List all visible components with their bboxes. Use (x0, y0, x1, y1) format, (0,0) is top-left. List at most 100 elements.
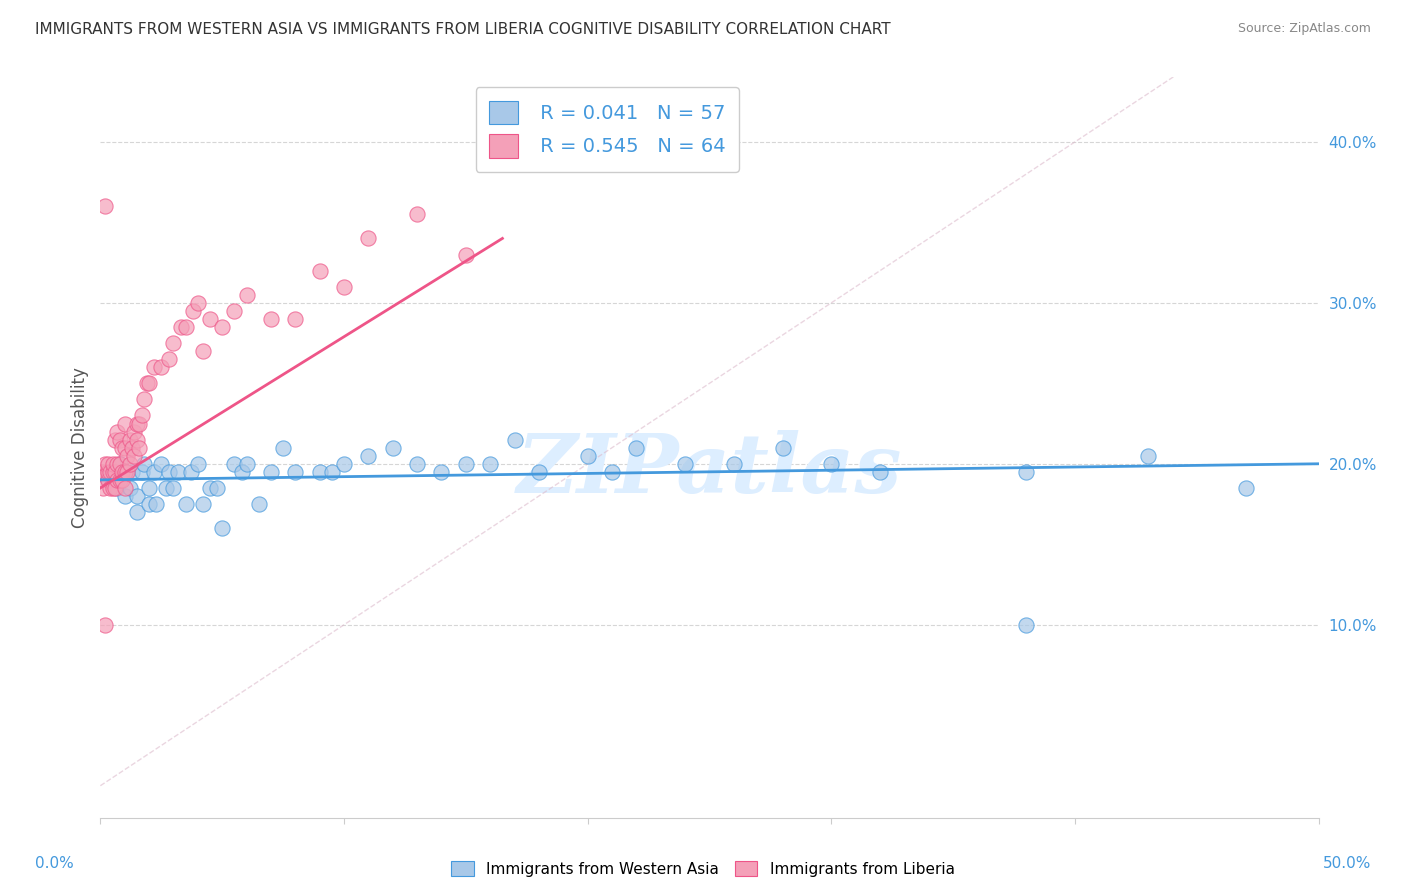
Point (198, 481, 221, 495)
Point (98, 481, 121, 495)
Point (98, 465, 121, 479)
Point (224, 457, 246, 471)
Point (107, 481, 129, 495)
Point (91, 481, 114, 495)
Point (138, 376, 160, 391)
Point (479, 457, 502, 471)
Point (125, 417, 148, 431)
Point (124, 425, 146, 439)
Point (179, 465, 201, 479)
Point (111, 465, 134, 479)
Point (191, 344, 214, 359)
Point (321, 465, 343, 479)
Point (108, 457, 131, 471)
Point (308, 465, 330, 479)
Point (101, 457, 124, 471)
Point (101, 465, 124, 479)
Point (187, 295, 209, 310)
Point (174, 320, 197, 334)
Text: IMMIGRANTS FROM WESTERN ASIA VS IMMIGRANTS FROM LIBERIA COGNITIVE DISABILITY COR: IMMIGRANTS FROM WESTERN ASIA VS IMMIGRAN… (35, 22, 891, 37)
Point (430, 465, 453, 479)
Point (357, 449, 380, 463)
Point (108, 433, 131, 447)
Text: Source: ZipAtlas.com: Source: ZipAtlas.com (1237, 22, 1371, 36)
Point (115, 449, 138, 463)
Point (94, 457, 117, 471)
Point (111, 441, 134, 455)
Text: 50.0%: 50.0% (1323, 856, 1371, 871)
Point (121, 465, 143, 479)
Point (94, 199, 117, 213)
Point (406, 207, 429, 221)
Point (125, 489, 148, 503)
Point (673, 457, 696, 471)
Point (143, 360, 166, 375)
Point (167, 465, 190, 479)
Point (138, 497, 160, 511)
Point (174, 497, 197, 511)
Point (97, 473, 120, 487)
Point (134, 392, 156, 407)
Point (527, 465, 550, 479)
Point (224, 303, 246, 318)
Point (134, 457, 156, 471)
Point (111, 473, 134, 487)
Point (576, 449, 599, 463)
Point (150, 360, 173, 375)
Point (150, 457, 173, 471)
Point (211, 320, 233, 334)
Point (235, 287, 257, 301)
Point (1234, 481, 1257, 495)
Point (145, 497, 167, 511)
Point (114, 441, 136, 455)
Point (101, 465, 124, 479)
Point (211, 521, 233, 535)
Point (108, 473, 131, 487)
Point (107, 473, 129, 487)
Point (108, 457, 131, 471)
Point (114, 417, 136, 431)
Point (135, 376, 157, 391)
Point (155, 481, 177, 495)
Point (89, 465, 111, 479)
Point (820, 457, 842, 471)
Point (181, 303, 204, 318)
Point (162, 336, 184, 351)
Point (97, 465, 120, 479)
Point (114, 465, 136, 479)
Point (626, 441, 648, 455)
Point (333, 457, 356, 471)
Point (503, 433, 526, 447)
Point (723, 457, 745, 471)
Point (97, 473, 120, 487)
Point (114, 465, 136, 479)
Point (125, 433, 148, 447)
Point (104, 433, 127, 447)
Point (357, 231, 380, 245)
Text: 0.0%: 0.0% (35, 856, 75, 871)
Point (600, 465, 623, 479)
Point (118, 457, 141, 471)
Point (128, 441, 150, 455)
Point (162, 481, 184, 495)
Point (454, 457, 477, 471)
Point (1015, 465, 1038, 479)
Point (107, 425, 129, 439)
Point (260, 312, 283, 326)
Point (157, 352, 180, 367)
Point (157, 465, 180, 479)
Text: ZIPatlas: ZIPatlas (517, 430, 903, 510)
Point (128, 417, 150, 431)
Point (143, 465, 166, 479)
Point (114, 481, 136, 495)
Point (260, 465, 283, 479)
Point (284, 312, 307, 326)
Point (869, 465, 891, 479)
Point (381, 441, 404, 455)
Point (97, 457, 120, 471)
Point (170, 320, 193, 334)
Point (121, 441, 143, 455)
Point (94, 617, 117, 632)
Point (107, 457, 129, 471)
Point (124, 449, 146, 463)
